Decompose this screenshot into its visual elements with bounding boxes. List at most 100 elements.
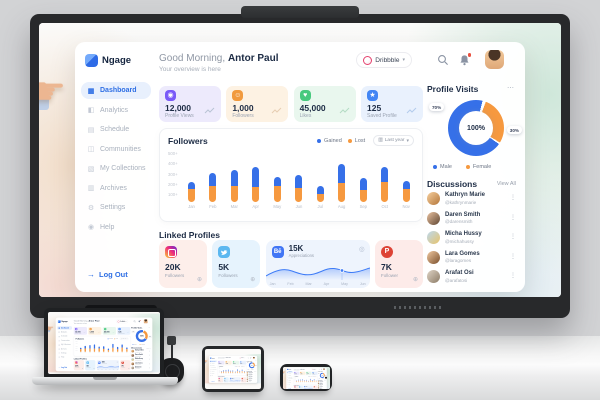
bar-oct[interactable]: Oct xyxy=(381,149,389,211)
schedule-icon: ▤ xyxy=(87,126,95,134)
expand-icon[interactable]: ⊕ xyxy=(250,277,256,283)
instagram-icon xyxy=(165,246,177,258)
discussion-item[interactable]: Kathryn Marie @kathrynmarie ⋮ xyxy=(427,191,520,211)
sidebar-item-label: Analytics xyxy=(100,106,129,114)
x-tick-label: Feb xyxy=(209,204,217,209)
stat-value: 45,000 xyxy=(299,103,326,113)
discussion-item[interactable]: Daren Smith @darensmith ⋮ xyxy=(427,211,520,231)
bar-jul[interactable]: Jul xyxy=(316,149,324,211)
discussions-header: Discussions View All xyxy=(427,179,516,189)
behance-sparkline xyxy=(265,267,370,280)
heart-icon: ♥ xyxy=(299,90,311,101)
target-icon[interactable]: ◎ xyxy=(358,246,365,253)
stat-label: Saved Profile xyxy=(366,113,397,119)
spark-month-label: Feb xyxy=(287,282,294,286)
bar-jun[interactable]: Jun xyxy=(295,149,303,211)
more-menu-icon[interactable]: ⋯ xyxy=(507,85,514,92)
person-handle: @laragomes xyxy=(445,258,472,263)
bar-aug[interactable]: Aug xyxy=(338,149,345,211)
stat-card-likes[interactable]: ♥ 45,000 Likes xyxy=(293,86,356,122)
spark-month-label: May xyxy=(341,282,348,286)
person-handle: @arafatosi xyxy=(445,277,468,283)
followers-chart-card: Followers Gained Lost ▥ Last year xyxy=(159,128,423,222)
kebab-menu-icon[interactable]: ⋮ xyxy=(510,214,516,221)
bar-jan[interactable]: Jan xyxy=(188,149,195,211)
pinterest-icon: P xyxy=(380,246,393,258)
sidebar-item-label: Schedule xyxy=(100,126,130,133)
sidebar-item-label: Communities xyxy=(100,145,141,153)
avatar xyxy=(427,192,440,205)
bookmark-icon: ★ xyxy=(366,90,378,101)
sidebar-item-my-collections[interactable]: ▧ My Collections xyxy=(81,160,151,177)
notification-badge xyxy=(467,53,471,57)
stat-card-followers[interactable]: ☺ 1,000 Followers xyxy=(226,86,289,122)
sidebar-item-analytics[interactable]: ◧ Analytics xyxy=(81,102,151,119)
user-name: Antor Paul xyxy=(227,53,279,64)
discussion-item[interactable]: Micha Hussy @michahussy ⋮ xyxy=(427,230,520,250)
sidebar-item-communities[interactable]: ◫ Communities xyxy=(81,141,151,158)
trend-icon xyxy=(271,107,282,114)
behance-months: Jan Feb Mar Apr May Jun xyxy=(270,282,366,286)
bar-sep[interactable]: Sep xyxy=(360,149,367,211)
female-percent-label: 30% xyxy=(506,126,522,134)
discussion-item[interactable]: Lara Gomes @laragomes ⋮ xyxy=(427,250,520,270)
expand-icon[interactable]: ⊕ xyxy=(196,277,202,283)
bar-feb[interactable]: Feb xyxy=(209,149,216,211)
linked-profile-twitter[interactable]: 5K Followers ⊕ xyxy=(212,240,261,288)
tv-display: Ngage ▦ Dashboard ◧ Analytics ▤ Schedule ◫ Comm… xyxy=(30,6,570,318)
stats-row: ◉ 12,000 Profile Views ☺ 1,000 Followers xyxy=(159,86,423,122)
x-tick-label: Aug xyxy=(337,204,346,209)
sidebar-item-archives[interactable]: ▥ Archives xyxy=(81,180,151,197)
logout-button[interactable]: → Log Out xyxy=(87,270,128,279)
stat-value: 1,000 xyxy=(232,103,254,113)
chevron-down-icon: ▾ xyxy=(406,137,409,144)
account-selector[interactable]: Dribbble ▾ xyxy=(356,52,412,68)
y-tick-label: 200+ xyxy=(168,181,178,187)
female-dot-icon xyxy=(465,165,470,169)
laptop-keyboard-base xyxy=(32,377,178,385)
bar-nov[interactable]: Nov xyxy=(402,149,410,211)
expand-icon[interactable]: ⊕ xyxy=(412,277,418,283)
bar-may[interactable]: May xyxy=(273,149,281,211)
male-dot-icon xyxy=(433,165,437,169)
profile-visits-chart: 100% 70% 30% xyxy=(427,98,522,160)
sidebar-item-settings[interactable]: ⚙ Settings xyxy=(81,199,151,216)
male-percent-label: 70% xyxy=(429,103,445,111)
sidebar-item-dashboard[interactable]: ▦ Dashboard xyxy=(81,82,151,99)
kebab-menu-icon[interactable]: ⋮ xyxy=(510,234,516,240)
person-icon: ☺ xyxy=(232,90,244,101)
kebab-menu-icon[interactable]: ⋮ xyxy=(510,273,516,279)
sidebar-item-schedule[interactable]: ▤ Schedule xyxy=(81,121,151,138)
linked-profile-pinterest[interactable]: P 7K Follower ⊕ xyxy=(374,240,423,288)
kebab-menu-icon[interactable]: ⋮ xyxy=(510,253,516,260)
sidebar-item-help[interactable]: ◉ Help xyxy=(81,219,151,236)
dashboard-icon: ▦ xyxy=(87,87,95,95)
search-icon[interactable] xyxy=(437,54,449,66)
linked-profile-instagram[interactable]: 20K Followers ⊕ xyxy=(159,240,207,288)
eye-icon: ◉ xyxy=(165,90,176,101)
range-label: Last year xyxy=(384,138,405,143)
linked-profiles-title: Linked Profiles xyxy=(159,230,220,240)
followers-chart-title: Followers xyxy=(168,135,208,146)
bar-mar[interactable]: Mar xyxy=(231,149,238,211)
phone-device: Ngage ▦ Dashboard ◧ Analytics ▤ Schedule ◫ Comm… xyxy=(280,364,332,391)
discussion-item[interactable]: Arafat Osi @arafatosi ⋮ xyxy=(427,269,520,289)
kebab-menu-icon[interactable]: ⋮ xyxy=(510,195,516,201)
date-range-selector[interactable]: ▥ Last year ▾ xyxy=(373,135,414,146)
tablet-mirrored-screen: Ngage ▦ Dashboard ◧ Analytics ▤ Schedule ◫ Comm… xyxy=(205,349,261,389)
collections-icon: ▧ xyxy=(87,165,95,173)
person-name: Micha Hussy xyxy=(445,231,482,237)
linked-profile-behance[interactable]: Bē 15K Appreciations ◎ xyxy=(265,240,370,288)
greeting: Good Morning, Antor Paul xyxy=(159,53,279,64)
bar-apr[interactable]: Apr xyxy=(252,149,260,211)
linked-profiles-row: 20K Followers ⊕ 5K Followers ⊕ xyxy=(159,240,423,288)
y-tick-label: 400+ xyxy=(168,161,178,167)
view-all-link[interactable]: View All xyxy=(496,181,516,187)
stat-card-saved-profile[interactable]: ★ 125 Saved Profile xyxy=(360,86,423,122)
stat-card-profile-views[interactable]: ◉ 12,000 Profile Views xyxy=(159,86,221,122)
stat-value: 12,000 xyxy=(165,103,191,113)
person-handle: @darensmith xyxy=(445,219,473,224)
user-avatar[interactable] xyxy=(485,50,504,69)
notifications-bell-icon[interactable] xyxy=(459,53,471,66)
trend-icon xyxy=(339,107,350,114)
